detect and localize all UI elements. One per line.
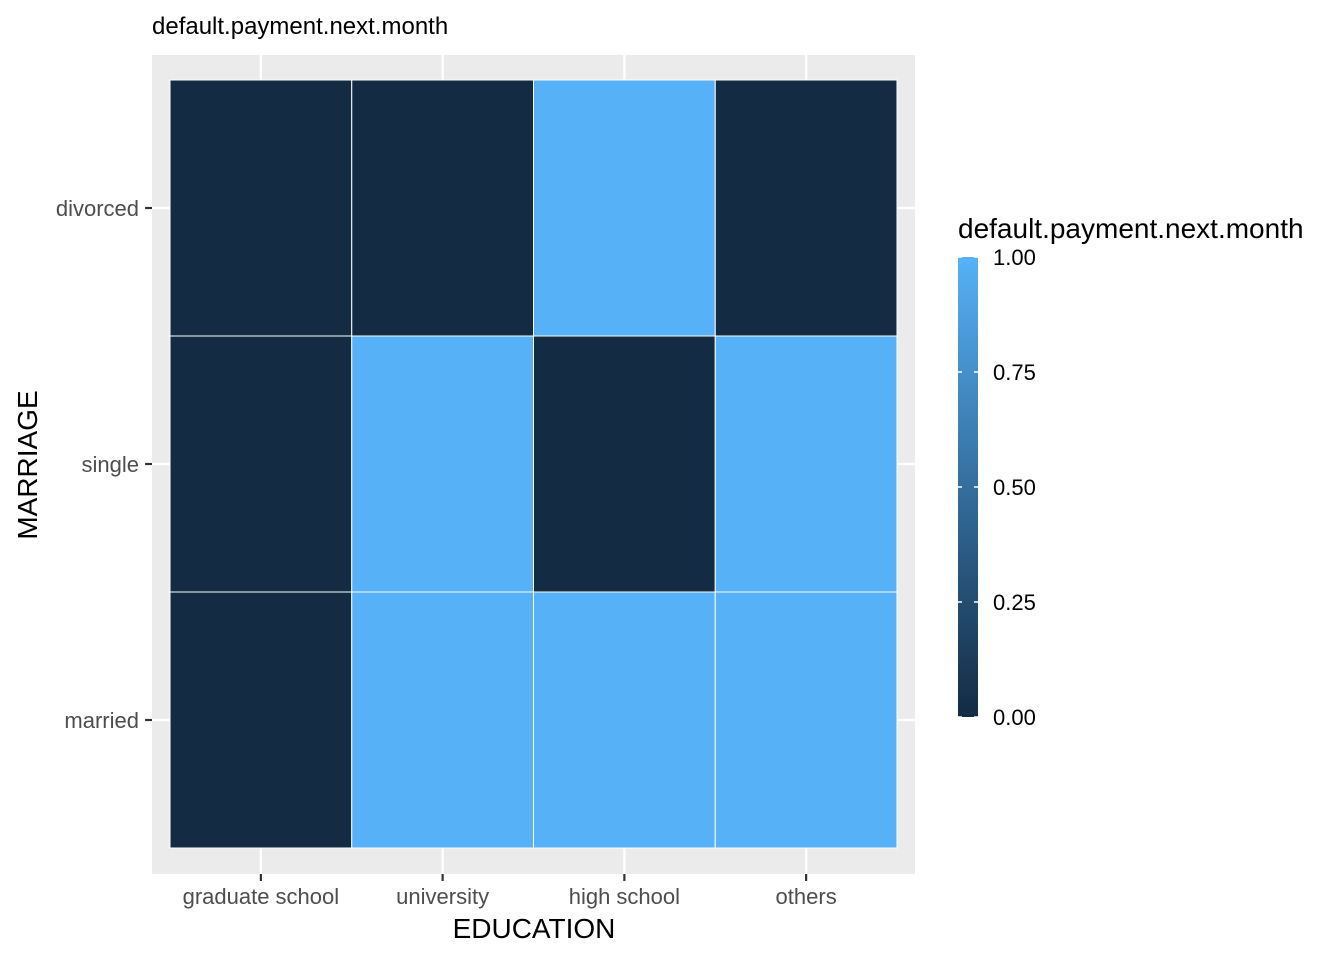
heatmap-cells bbox=[169, 79, 898, 849]
heatmap-cell-graduate-school-married bbox=[169, 591, 353, 849]
legend-break-label: 0.75 bbox=[993, 360, 1036, 385]
heatmap-cell-graduate-school-single bbox=[169, 335, 353, 593]
heatmap-cell-others-single bbox=[714, 335, 898, 593]
chart-title: default.payment.next.month bbox=[152, 13, 448, 40]
legend-break-label: 0.50 bbox=[993, 475, 1036, 500]
legend-breaks: 0.00 0.25 0.50 0.75 1.00 bbox=[958, 245, 1036, 730]
heatmap-cell-high-school-divorced bbox=[533, 79, 716, 337]
heatmap-cell-others-married bbox=[714, 591, 898, 849]
y-tick-label: single bbox=[82, 452, 139, 477]
heatmap-cell-university-single bbox=[351, 335, 534, 593]
legend-break-label: 1.00 bbox=[993, 245, 1036, 270]
legend-break-label: 0.00 bbox=[993, 705, 1036, 730]
heatmap-cell-high-school-single bbox=[533, 335, 716, 593]
legend-colorbar bbox=[958, 257, 978, 717]
heatmap-cell-others-divorced bbox=[714, 79, 898, 337]
x-axis-ticks: graduate school university high school othe… bbox=[183, 874, 837, 909]
heatmap-cell-graduate-school-divorced bbox=[169, 79, 353, 337]
x-tick-label: high school bbox=[569, 884, 680, 909]
x-tick-label: others bbox=[776, 884, 837, 909]
x-tick-label: university bbox=[396, 884, 489, 909]
legend-title: default.payment.next.month bbox=[958, 213, 1304, 244]
heatmap-cell-university-divorced bbox=[351, 79, 534, 337]
heatmap-cell-university-married bbox=[351, 591, 534, 849]
y-tick-label: married bbox=[64, 708, 139, 733]
legend-break-label: 0.25 bbox=[993, 590, 1036, 615]
heatmap-cell-high-school-married bbox=[533, 591, 716, 849]
y-axis-title: MARRIAGE bbox=[12, 390, 43, 539]
x-axis-title: EDUCATION bbox=[453, 913, 616, 944]
x-tick-label: graduate school bbox=[183, 884, 340, 909]
y-tick-label: divorced bbox=[56, 196, 139, 221]
y-axis-ticks: married single divorced bbox=[56, 196, 152, 733]
